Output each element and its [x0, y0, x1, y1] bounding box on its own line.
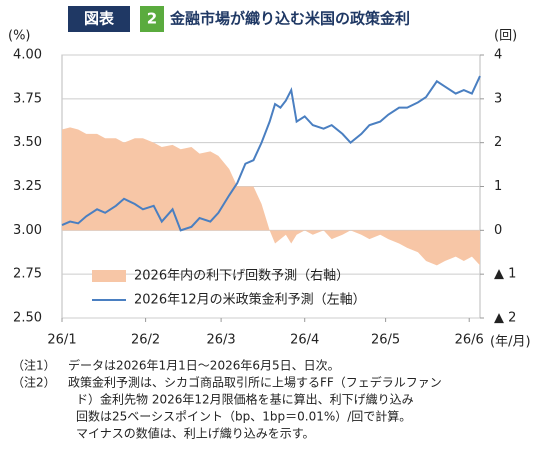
chart-title: 金融市場が織り込む米国の政策金利: [169, 10, 410, 28]
y2-tick-label: 3: [494, 91, 502, 106]
y-tick-label: 2.75: [13, 267, 42, 282]
x-tick-label: 26/6: [455, 333, 484, 348]
x-tick-label: 26/2: [131, 333, 160, 348]
y-tick-label: 3.50: [13, 135, 42, 150]
note-text: ド）金利先物 2026年12月限価格を基に算出、利下げ織り込み: [76, 392, 414, 407]
x-tick-label: 26/1: [47, 333, 76, 348]
y-tick-label: 2.50: [13, 311, 42, 326]
figure-number-box: [140, 6, 164, 32]
y2-tick-label: ▲ 2: [494, 311, 516, 326]
x-unit: (年/月): [490, 335, 531, 350]
legend-label: 2026年12月の米政策金利予測（左軸）: [134, 292, 366, 308]
note-text: 回数は25ベーシスポイント（bp、1bp＝0.01%）/回で計算。: [76, 409, 411, 424]
x-tick-label: 26/4: [290, 333, 319, 348]
y2-tick-label: ▲ 1: [494, 267, 516, 282]
area: [62, 127, 480, 266]
figure-number: 2: [147, 10, 157, 28]
y2-tick-label: 1: [494, 179, 502, 194]
y2-tick-label: 4: [494, 48, 502, 63]
y2-tick-label: 0: [494, 223, 502, 238]
figure-label: 図表: [84, 10, 115, 28]
y-tick-label: 3.25: [13, 179, 42, 194]
y-unit: (%): [8, 29, 31, 44]
line: [61, 75, 481, 232]
y-tick-label: 3.00: [13, 223, 42, 238]
x-tick-label: 26/5: [371, 333, 400, 348]
note-text: マイナスの数値は、利上げ織り込みを示す。: [76, 426, 315, 441]
note-label: （注2）: [12, 375, 56, 390]
note-text: 政策金利予測は、シカゴ商品取引所に上場するFF（フェデラルファン: [68, 375, 442, 390]
x-tick-label: 26/3: [207, 333, 236, 348]
note-text: データは2026年1月1日～2026年6月5日、日次。: [68, 358, 340, 373]
note-label: （注1）: [12, 358, 56, 373]
y2-tick-label: 2: [494, 135, 502, 150]
y-tick-label: 4.00: [13, 48, 42, 63]
y2-unit: (回): [494, 29, 517, 44]
legend-label: 2026年内の利下げ回数予測（右軸）: [134, 268, 349, 284]
legend-swatch: [92, 270, 126, 282]
y-tick-label: 3.75: [13, 91, 42, 106]
figure-label-box: [68, 6, 130, 32]
